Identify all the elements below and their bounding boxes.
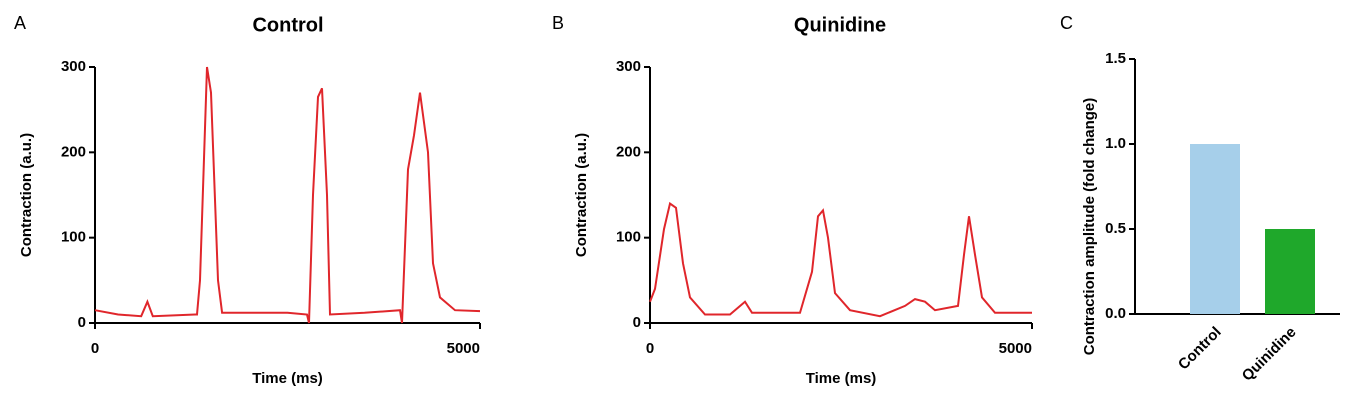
y-tick-label: 0.0 <box>1105 305 1126 322</box>
panel-label: A <box>14 13 26 33</box>
x-tick-label: Quinidine <box>1239 324 1300 385</box>
x-axis-label: Time (ms) <box>806 370 877 387</box>
y-axis-label: Contraction (a.u.) <box>18 133 35 257</box>
line <box>94 66 481 324</box>
chart-title: Control <box>252 14 323 36</box>
y-tick-label: 0 <box>78 314 86 331</box>
y-tick-label: 300 <box>61 58 86 75</box>
line <box>649 201 1032 318</box>
y-tick-label: 1.5 <box>1105 50 1126 67</box>
y-tick-label: 100 <box>61 229 86 246</box>
bar <box>1265 229 1315 314</box>
chart-title: Quinidine <box>794 14 886 36</box>
y-axis-label: Contraction amplitude (fold change) <box>1081 98 1098 356</box>
y-tick-label: 0.5 <box>1105 220 1126 237</box>
x-axis-label: Time (ms) <box>252 370 323 387</box>
y-tick-label: 100 <box>616 229 641 246</box>
panel-label: C <box>1060 13 1073 33</box>
y-tick-label: 300 <box>616 58 641 75</box>
bar <box>1190 144 1240 314</box>
y-tick-label: 200 <box>61 143 86 160</box>
panel-label: B <box>552 13 564 33</box>
x-tick-label: 0 <box>646 340 654 357</box>
x-tick-label: 5000 <box>447 340 480 357</box>
y-tick-label: 0 <box>633 314 641 331</box>
y-tick-label: 200 <box>616 143 641 160</box>
x-tick-label: 5000 <box>999 340 1032 357</box>
y-axis-label: Contraction (a.u.) <box>573 133 590 257</box>
x-tick-label: 0 <box>91 340 99 357</box>
y-tick-label: 1.0 <box>1105 135 1126 152</box>
x-tick-label: Control <box>1175 324 1225 374</box>
